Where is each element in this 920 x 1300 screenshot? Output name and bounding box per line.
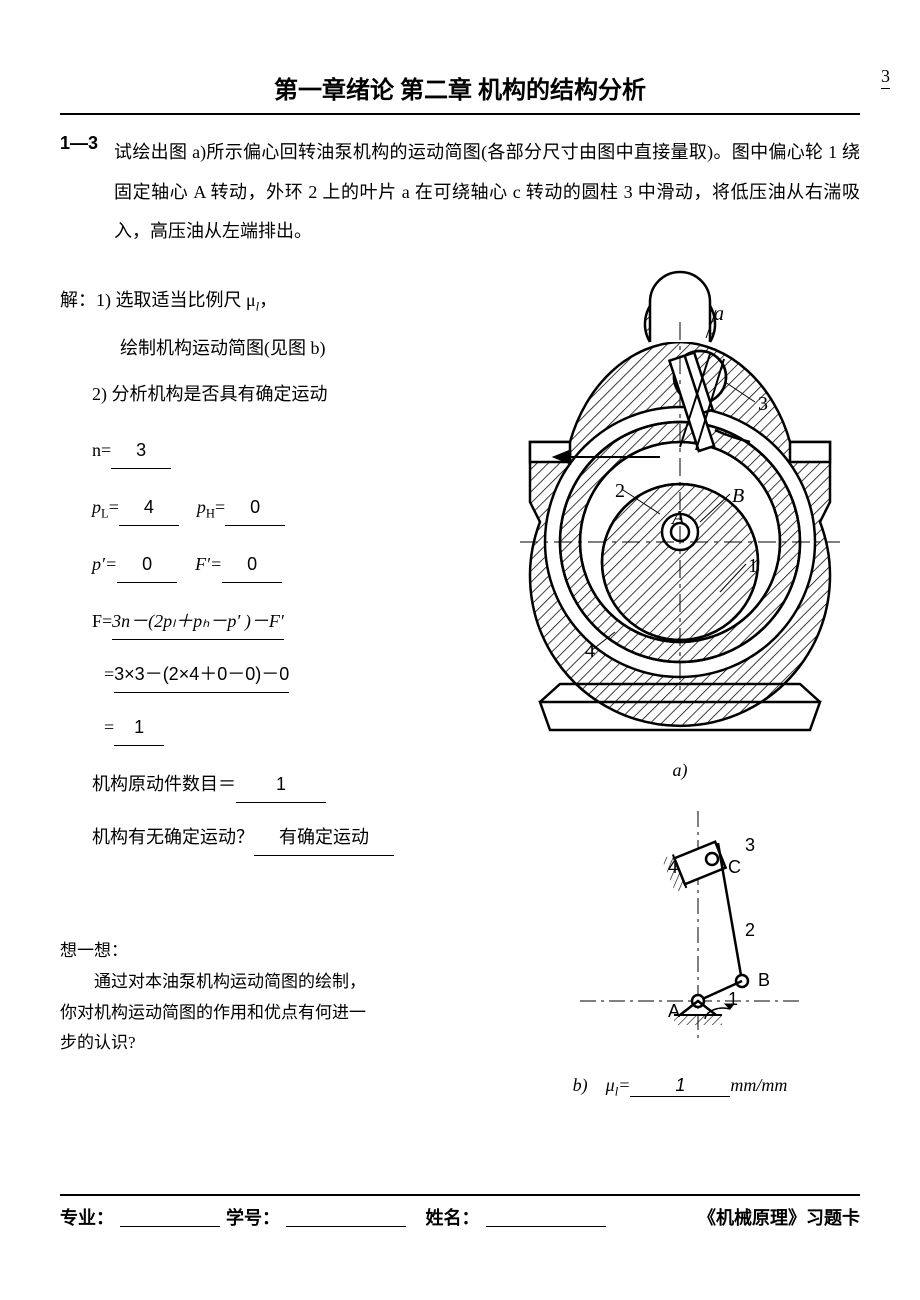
pp-value: 0 [117, 546, 177, 583]
figb-unit: mm/mm [730, 1075, 787, 1095]
determ-value: 有确定运动 [254, 819, 394, 856]
foot-major-blank [120, 1207, 220, 1227]
pH-sub: H [206, 506, 215, 520]
n-line: n=3 [60, 432, 490, 469]
Fp-label: F′= [195, 554, 222, 574]
F-label: F= [92, 611, 112, 631]
pH-value: 0 [225, 489, 285, 526]
think-title: 想一想： [60, 936, 490, 967]
pH-p: p [197, 497, 206, 517]
solution-intro: 解：1) 选取适当比例尺 μl， [60, 282, 490, 320]
mark-bA: A [668, 1001, 680, 1021]
pL-sub: L [101, 506, 109, 520]
figb-mu: μ [606, 1075, 615, 1095]
mark-bC: C [728, 857, 741, 877]
foot-name-blank [486, 1207, 606, 1227]
mark-b1: 1 [728, 989, 738, 1009]
step2: 2) 分析机构是否具有确定运动 [60, 376, 490, 412]
driver-label: 机构原动件数目＝ [92, 774, 236, 794]
fig-b-label: b) μl=1mm/mm [573, 1075, 788, 1100]
think-body: 通过对本油泵机构运动简图的绘制，你对机构运动简图的作用和优点有何进一步的认识? [60, 967, 380, 1059]
F-calc-line: =3×3－(2×4＋0－0)－0 [60, 656, 490, 693]
mark-4-a: 4 [585, 640, 595, 662]
mark-B: B [732, 485, 744, 507]
intro-tail: ， [259, 290, 277, 310]
pp-label: p′= [92, 554, 117, 574]
driver-value: 1 [236, 766, 326, 803]
foot-major: 专业： [60, 1204, 114, 1230]
right-column: a 3 2 B A 1 4 a) [500, 282, 860, 1120]
pump-figure-a: a 3 2 B A 1 4 [500, 262, 860, 752]
figb-eq: = [618, 1075, 630, 1095]
mark-bB: B [758, 970, 770, 990]
F-result-line: =1 [60, 709, 490, 746]
pL-line: pL=4 pH=0 [60, 489, 490, 527]
driver-line: 机构原动件数目＝1 [60, 766, 490, 803]
header-title: 第一章绪论 第二章 机构的结构分析 [274, 78, 646, 104]
foot-book: 《机械原理》习题卡 [698, 1204, 860, 1230]
determ-line: 机构有无确定运动？有确定运动 [60, 819, 490, 856]
intro-text: 解：1) 选取适当比例尺 μ [60, 290, 256, 310]
problem-block: 1—3 试绘出图 a)所示偏心回转油泵机构的运动简图(各部分尺寸由图中直接量取)… [60, 133, 860, 252]
n-label: n= [92, 440, 111, 460]
left-column: 解：1) 选取适当比例尺 μl， 绘制机构运动简图(见图 b) 2) 分析机构是… [60, 282, 490, 1120]
F-formula-line: F=3n－(2pₗ＋pₕ－p′ )－F′ [60, 603, 490, 640]
step1b: 绘制机构运动简图(见图 b) [60, 330, 490, 366]
mark-A: A [670, 507, 685, 529]
pp-line: p′=0 F′=0 [60, 546, 490, 583]
mark-3: 3 [758, 393, 768, 415]
mark-b4: 4 [668, 857, 678, 877]
page-footer: 专业： 学号： 姓名： 《机械原理》习题卡 [60, 1194, 860, 1230]
F-calc-eq: = [104, 664, 114, 684]
mark-b3: 3 [745, 835, 755, 855]
content-row: 解：1) 选取适当比例尺 μl， 绘制机构运动简图(见图 b) 2) 分析机构是… [60, 282, 860, 1120]
mark-2: 2 [615, 480, 625, 502]
determ-label: 机构有无确定运动？ [92, 827, 254, 847]
foot-id-blank [286, 1207, 406, 1227]
foot-name: 姓名： [426, 1204, 480, 1230]
fig-a-label: a) [673, 760, 688, 781]
think-block: 想一想： 通过对本油泵机构运动简图的绘制，你对机构运动简图的作用和优点有何进一步… [60, 936, 490, 1058]
page-number: 3 [881, 65, 890, 89]
problem-text: 试绘出图 a)所示偏心回转油泵机构的运动简图(各部分尺寸由图中直接量取)。图中偏… [114, 133, 860, 252]
pL-p: p [92, 497, 101, 517]
Fp-value: 0 [222, 546, 282, 583]
figb-val: 1 [630, 1075, 730, 1097]
figb-b: b [573, 1075, 582, 1095]
mark-1: 1 [748, 555, 758, 577]
pH-eq: = [215, 497, 225, 517]
kinematic-figure-b: 3 C 4 2 B 1 A [520, 801, 840, 1071]
F-formula: 3n－(2pₗ＋pₕ－p′ )－F′ [112, 603, 284, 640]
page-header: 第一章绪论 第二章 机构的结构分析 3 [60, 70, 860, 115]
F-calc: 3×3－(2×4＋0－0)－0 [114, 656, 289, 693]
F-result-eq: = [104, 717, 114, 737]
mark-b2: 2 [745, 920, 755, 940]
n-value: 3 [111, 432, 171, 469]
mark-a: a [714, 303, 724, 325]
problem-number: 1—3 [60, 133, 98, 252]
foot-id: 学号： [226, 1204, 280, 1230]
pL-value: 4 [119, 489, 179, 526]
F-result: 1 [114, 709, 164, 746]
pL-eq: = [109, 497, 119, 517]
